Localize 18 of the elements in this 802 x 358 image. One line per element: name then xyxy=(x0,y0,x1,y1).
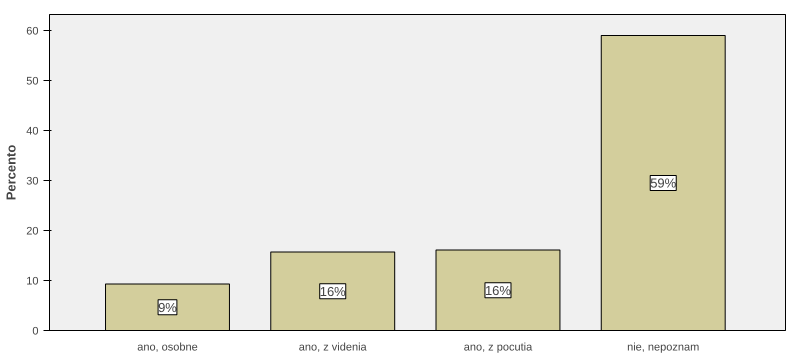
bar xyxy=(600,35,726,330)
data-label: 9% xyxy=(158,300,178,315)
y-tick-label: 50 xyxy=(26,76,39,88)
x-tick-label: ano, z videnia xyxy=(298,342,368,354)
x-tick-label: nie, nepoznam xyxy=(627,342,700,354)
x-tick-label: ano, z pocutia xyxy=(464,342,534,354)
y-axis-title: Percento xyxy=(3,144,18,200)
y-tick-label: 60 xyxy=(26,26,39,38)
y-tick-label: 0 xyxy=(32,326,39,338)
y-tick-label: 40 xyxy=(26,126,39,138)
bar xyxy=(436,250,560,330)
y-tick-label: 20 xyxy=(26,226,39,238)
data-label: 16% xyxy=(484,282,512,298)
bar xyxy=(105,284,230,330)
y-tick-label: 30 xyxy=(26,176,39,188)
x-tick-label: ano, osobne xyxy=(137,342,198,354)
bar xyxy=(270,252,396,330)
y-tick-label: 10 xyxy=(26,276,39,288)
